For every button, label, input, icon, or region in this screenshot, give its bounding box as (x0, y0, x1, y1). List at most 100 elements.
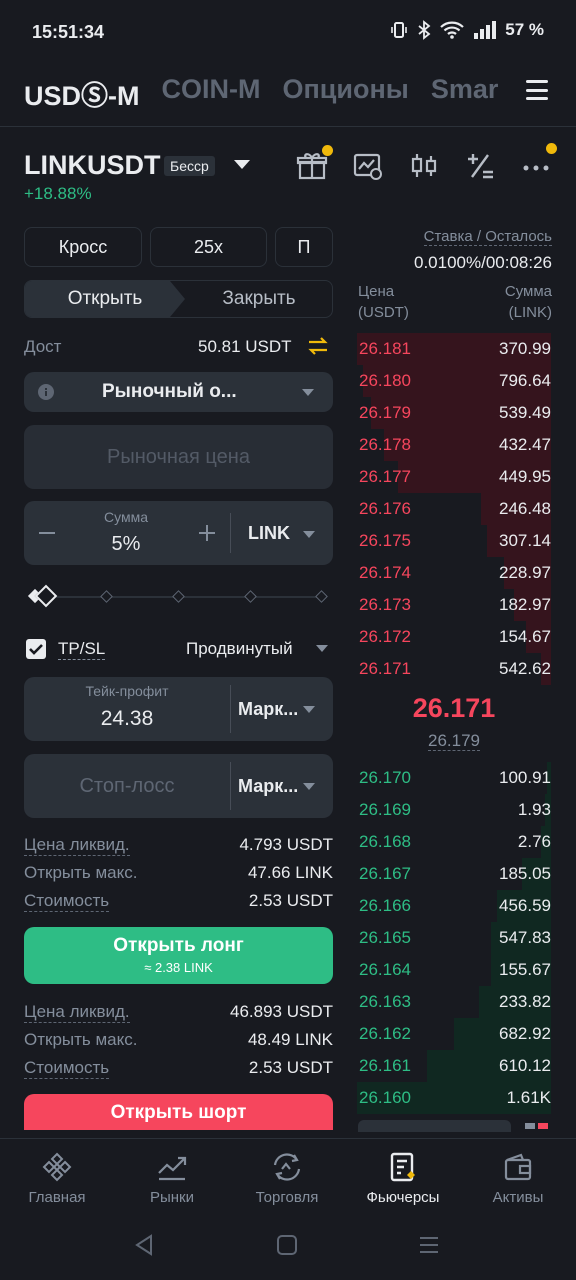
nav-home[interactable]: Главная (2, 1151, 112, 1206)
gift-icon[interactable] (296, 150, 328, 182)
order-type-select[interactable]: Рыночный о... (24, 372, 333, 412)
orderbook-layout-red (538, 1123, 548, 1129)
menu-icon[interactable] (526, 80, 548, 100)
bid-row[interactable]: 26.161 610.12 (357, 1050, 551, 1082)
bid-depth-bar (496, 890, 551, 922)
ask-row[interactable]: 26.180 796.64 (357, 365, 551, 397)
bid-qty: 547.83 (499, 928, 551, 947)
nav-markets[interactable]: Рынки (117, 1151, 227, 1206)
minus-icon[interactable] (38, 524, 56, 542)
slider-mark-25[interactable] (100, 590, 113, 603)
calculator-icon[interactable] (464, 150, 496, 182)
ask-row[interactable]: 26.175 307.14 (357, 525, 551, 557)
ask-row[interactable]: 26.174 228.97 (357, 557, 551, 589)
bid-depth-bar (490, 954, 551, 986)
tpsl-label[interactable]: TP/SL (58, 639, 106, 660)
leverage-button[interactable]: 25x (150, 227, 267, 267)
open-long-button[interactable]: Открыть лонг ≈ 2.38 LINK (24, 927, 333, 984)
tab-usds-m[interactable]: USDⓈ-M (24, 81, 140, 111)
bid-depth-bar (541, 826, 551, 858)
home-icon[interactable] (276, 1234, 298, 1256)
bid-qty: 233.82 (499, 992, 551, 1011)
candlestick-icon[interactable] (408, 150, 440, 182)
bid-depth-bar (545, 794, 551, 826)
chevron-down-icon (303, 706, 315, 713)
slider-thumb[interactable] (34, 584, 58, 608)
open-short-button[interactable]: Открыть шорт (24, 1094, 333, 1130)
tab-close[interactable]: Закрыть (222, 288, 296, 309)
advanced-select[interactable]: Продвинутый (186, 639, 293, 658)
bid-price: 26.161 (359, 1056, 411, 1075)
info-icon[interactable] (38, 384, 54, 400)
nav-futures-label: Фьючерсы (366, 1189, 440, 1206)
price-field[interactable]: Рыночная цена (24, 425, 333, 489)
ask-depth-bar (541, 653, 551, 685)
tab-smart[interactable]: Smar (430, 74, 499, 104)
ask-row[interactable]: 26.178 432.47 (357, 429, 551, 461)
ask-row[interactable]: 26.171 542.62 (357, 653, 551, 685)
funding-label[interactable]: Ставка / Осталось (423, 228, 552, 246)
ask-row[interactable]: 26.181 370.99 (357, 333, 551, 365)
back-icon[interactable] (133, 1234, 155, 1256)
amount-input[interactable]: 5% (111, 533, 141, 555)
symbol-name[interactable]: LINKUSDT (24, 150, 161, 180)
signal-icon (474, 21, 497, 39)
bid-row[interactable]: 26.170 100.91 (357, 762, 551, 794)
ask-qty: 182.97 (499, 595, 551, 614)
slider-mark-100[interactable] (315, 590, 328, 603)
bid-price: 26.168 (359, 832, 411, 851)
tab-options[interactable]: Опционы (282, 74, 409, 104)
bid-row[interactable]: 26.164 155.67 (357, 954, 551, 986)
system-nav-bar (0, 1214, 576, 1280)
ask-qty: 370.99 (499, 339, 551, 358)
bid-row[interactable]: 26.166 456.59 (357, 890, 551, 922)
open-long-label: Открыть лонг (113, 935, 244, 956)
ask-qty: 307.14 (499, 531, 551, 550)
ask-row[interactable]: 26.177 449.95 (357, 461, 551, 493)
wifi-icon (440, 21, 465, 39)
depth-precision-select[interactable] (358, 1120, 511, 1132)
ask-row[interactable]: 26.179 539.49 (357, 397, 551, 429)
amount-unit-select[interactable]: LINK (248, 523, 290, 543)
last-price[interactable]: 26.171 (412, 693, 496, 723)
bid-row[interactable]: 26.160 1.61K (357, 1082, 551, 1114)
orderbook-layout-icon[interactable] (525, 1123, 535, 1129)
nav-assets[interactable]: Активы (463, 1151, 573, 1206)
stop-loss-type-select[interactable]: Марк... (238, 776, 299, 796)
more-icon[interactable] (520, 150, 552, 182)
ask-qty: 539.49 (499, 403, 551, 422)
ask-row[interactable]: 26.173 182.97 (357, 589, 551, 621)
bid-row[interactable]: 26.162 682.92 (357, 1018, 551, 1050)
available-value: 50.81 USDT (198, 337, 292, 356)
tab-open[interactable]: Открыть (25, 281, 185, 317)
stop-loss-field: Стоп-лосс Марк... (24, 754, 333, 818)
take-profit-type-select[interactable]: Марк... (238, 699, 299, 719)
amount-header-unit: (LINK) (508, 304, 552, 321)
transfer-icon[interactable] (306, 334, 330, 358)
nav-trade-label: Торговля (255, 1189, 319, 1206)
bid-row[interactable]: 26.165 547.83 (357, 922, 551, 954)
ask-price: 26.171 (359, 659, 411, 678)
bid-row[interactable]: 26.168 2.76 (357, 826, 551, 858)
ask-row[interactable]: 26.172 154.67 (357, 621, 551, 653)
bid-row[interactable]: 26.167 185.05 (357, 858, 551, 890)
tpsl-checkbox[interactable] (26, 639, 46, 659)
mark-price[interactable]: 26.179 (357, 731, 551, 751)
bid-price: 26.165 (359, 928, 411, 947)
symbol-dropdown-icon[interactable] (234, 160, 250, 169)
nav-trade[interactable]: Торговля (232, 1151, 342, 1206)
stop-loss-input[interactable]: Стоп-лосс (79, 775, 175, 797)
nav-futures[interactable]: Фьючерсы (348, 1151, 458, 1206)
margin-mode-button[interactable]: Кросс (24, 227, 142, 267)
position-mode-button[interactable]: П (275, 227, 333, 267)
bid-row[interactable]: 26.163 233.82 (357, 986, 551, 1018)
slider-mark-50[interactable] (172, 590, 185, 603)
recents-icon[interactable] (418, 1234, 440, 1256)
bid-row[interactable]: 26.169 1.93 (357, 794, 551, 826)
plus-icon[interactable] (198, 524, 216, 542)
tab-coin-m[interactable]: COIN-M (161, 74, 261, 104)
ask-row[interactable]: 26.176 246.48 (357, 493, 551, 525)
take-profit-input[interactable]: 24.38 (100, 707, 154, 730)
slider-mark-75[interactable] (244, 590, 257, 603)
chart-settings-icon[interactable] (352, 150, 384, 182)
